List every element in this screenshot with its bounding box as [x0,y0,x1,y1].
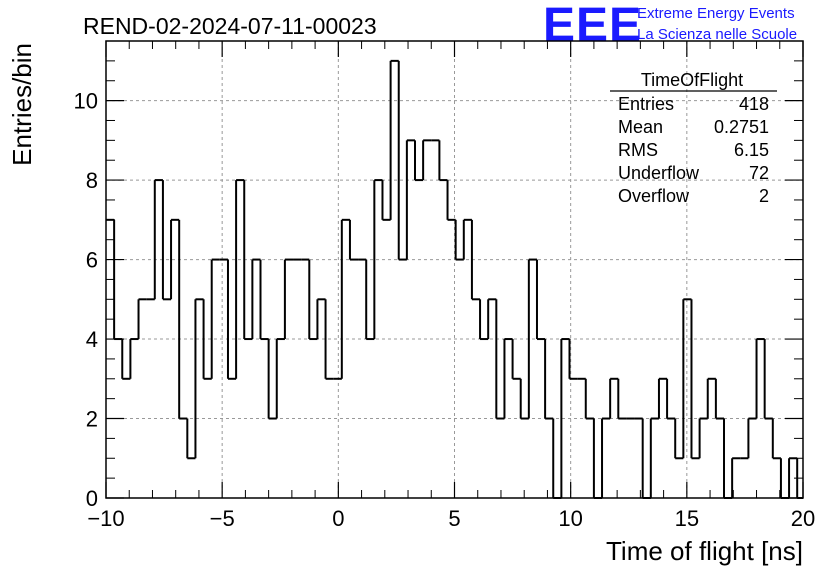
y-tick-label: 8 [86,168,98,193]
axis-ticks: −10 −5 0 5 10 15 20 0 2 4 6 8 10 [74,41,815,531]
branding-line-2: La Scienza nelle Scuole [637,26,797,43]
stats-label: Entries [618,94,674,114]
stats-value: 2 [759,186,769,206]
y-tick-label: 10 [74,89,98,114]
stats-value: 0.2751 [714,117,769,137]
x-tick-label: 10 [558,506,582,531]
x-tick-label: −5 [210,506,235,531]
x-tick-label: −10 [87,506,124,531]
stats-box: TimeOfFlight Entries 418 Mean 0.2751 RMS 6.15… [610,70,777,206]
stats-rows: Entries 418 Mean 0.2751 RMS 6.15 Underflow 72 Ov… [618,94,769,206]
stats-label: Overflow [618,186,690,206]
y-tick-label: 6 [86,248,98,273]
eee-logo: EEE [543,0,642,52]
grid [106,41,803,498]
eee-logo-text: EEE [543,0,642,52]
chart-title: REND-02-2024-07-11-00023 [83,13,377,39]
stats-title: TimeOfFlight [641,70,743,90]
stats-label: Mean [618,117,663,137]
y-tick-label: 4 [86,327,98,352]
plot-frame [105,40,804,499]
stats-value: 6.15 [734,140,769,160]
x-tick-label: 5 [448,506,460,531]
x-tick-label: 0 [332,506,344,531]
y-tick-label: 0 [86,486,98,511]
stats-label: Underflow [618,163,700,183]
x-tick-label: 20 [791,506,815,531]
stats-value: 72 [749,163,769,183]
x-tick-label: 15 [675,506,699,531]
stats-label: RMS [618,140,658,160]
branding-line-1: Extreme Energy Events [637,5,795,22]
y-tick-label: 2 [86,407,98,432]
x-axis-label: Time of flight [ns] [606,536,803,566]
y-axis-label: Entries/bin [7,43,37,166]
stats-value: 418 [739,94,769,114]
